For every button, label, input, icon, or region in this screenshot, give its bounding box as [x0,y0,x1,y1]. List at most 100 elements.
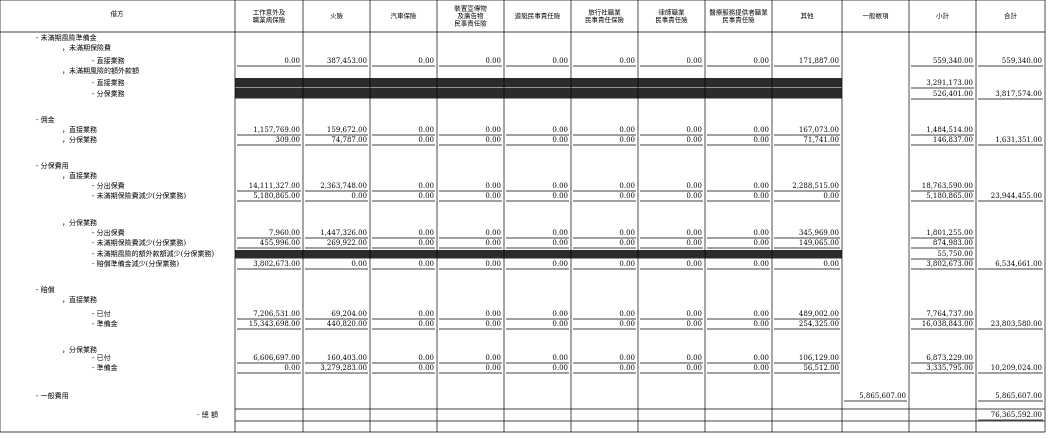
cell-value: 0.00 [552,192,568,200]
cell-value: 0.00 [753,239,769,247]
cell-value: 69,204.00 [331,310,367,318]
cell-value: 3,335,795.00 [926,364,973,372]
row-label: - 未滿期風險準備金 [36,33,97,42]
row-label: - 賠償準備金減少(分保業務) [92,259,179,268]
cell-value: 14,111,327.00 [249,182,300,190]
blocked-band [235,88,842,99]
row-label: - 總 額 [197,410,218,419]
cell-value: 3,802,673.00 [253,260,300,268]
cell-value: 0.00 [485,364,501,372]
blocked-band [235,250,842,259]
column-header: 職業病保險 [253,15,286,24]
cell-value: 6,534,661.00 [995,260,1042,268]
row-label: - 已付 [92,309,111,318]
cell-value: 7,764,737.00 [926,310,973,318]
cell-value: 0.00 [552,126,568,134]
row-label: ，分保業務 [62,345,97,354]
row-label: - 準備金 [92,319,118,328]
cell-value: 254,325.00 [799,320,839,328]
cell-value: 0.00 [686,182,702,190]
cell-value: 0.00 [485,57,501,65]
cell-value: 0.00 [485,192,501,200]
row-label: - 分保費用 [36,161,69,170]
cell-value: 0.00 [753,182,769,190]
cell-value: 0.00 [552,320,568,328]
cell-value: 7,206,531.00 [253,310,300,318]
cell-value: 18,763,590.00 [922,182,973,190]
cell-value: 0.00 [351,260,367,268]
row-label: ，未滿期保險費 [62,43,111,52]
cell-value: 56,512.00 [803,364,839,372]
cell-value: 309.00 [276,136,301,144]
cell-value: 0.00 [753,364,769,372]
cell-value: 23,944,455.00 [991,192,1042,200]
column-header: 火險 [330,11,344,20]
column-header: 醫療服務提供者職業 [709,7,768,16]
column-header: 一般帳項 [863,11,890,20]
row-label: - 分出保費 [92,228,125,237]
row-label: ，分保業務 [62,135,97,144]
cell-value: 489,002.00 [799,310,839,318]
cell-value: 0.00 [418,136,434,144]
cell-value: 874,983.00 [933,239,973,247]
cell-value: 0.00 [823,260,839,268]
cell-value: 0.00 [686,136,702,144]
cell-value: 455,996.00 [260,239,300,247]
cell-value: 0.00 [686,260,702,268]
cell-value: 0.00 [552,182,568,190]
cell-value: 0.00 [485,239,501,247]
row-label: ，分保業務 [62,218,97,227]
cell-value: 6,873,229.00 [926,354,973,362]
cell-value: 0.00 [619,260,635,268]
cell-value: 0.00 [753,126,769,134]
cell-value: 106,129.00 [799,354,839,362]
cell-value: 1,157,769.00 [253,126,300,134]
cell-value: 0.00 [418,126,434,134]
cell-value: 0.00 [485,320,501,328]
cell-value: 0.00 [485,182,501,190]
cell-value: 0.00 [418,364,434,372]
cell-value: 0.00 [485,126,501,134]
cell-value: 0.00 [619,310,635,318]
cell-value: 526,401.00 [933,90,973,98]
cell-value: 3,802,673.00 [926,260,973,268]
cell-value: 55,750.00 [937,250,973,258]
cell-value: 76,365,592.00 [991,411,1042,419]
column-header: 律師職業 [659,7,686,16]
cell-value: 0.00 [823,192,839,200]
cell-value: 3,817,574.00 [995,90,1042,98]
cell-value: 0.00 [552,310,568,318]
cell-value: 0.00 [753,57,769,65]
cell-value: 171,887.00 [799,57,839,65]
cell-value: 0.00 [418,57,434,65]
row-label: ，未滿期風險的額外款額 [62,66,139,75]
cell-value: 149,065.00 [799,239,839,247]
row-label: - 準備金 [92,363,118,372]
cell-value: 0.00 [686,320,702,328]
row-label: - 未滿期風險的額外款額減少(分保業務) [92,249,214,258]
column-header: 民事責任險 [454,19,487,28]
cell-value: 0.00 [619,354,635,362]
cell-value: 0.00 [552,229,568,237]
cell-value: 0.00 [485,310,501,318]
cell-value: 15,343,698.00 [249,320,300,328]
cell-value: 0.00 [753,192,769,200]
cell-value: 3,291,173.00 [926,79,973,87]
row-label: - 直接業務 [92,78,125,87]
column-header: 小計 [936,11,950,20]
cell-value: 0.00 [418,192,434,200]
cell-value: 0.00 [619,239,635,247]
column-header: 旅行社職業 [588,7,621,16]
cell-value: 559,340.00 [933,57,973,65]
column-header: 民事責任保險 [585,15,625,24]
row-label: ，直接業務 [62,295,97,304]
cell-value: 0.00 [686,354,702,362]
cell-value: 0.00 [686,239,702,247]
row-label: - 一般費用 [36,391,69,400]
cell-value: 146,837.00 [933,136,973,144]
cell-value: 6,606,697.00 [253,354,300,362]
cell-value: 159,672.00 [327,126,367,134]
cell-value: 0.00 [552,364,568,372]
cell-value: 16,038,843.00 [922,320,973,328]
